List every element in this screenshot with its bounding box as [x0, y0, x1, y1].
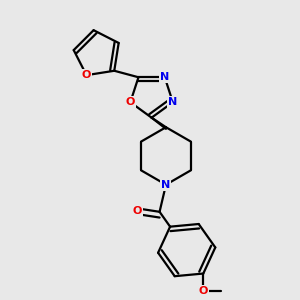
Text: O: O [199, 286, 208, 296]
Text: N: N [168, 97, 178, 107]
Text: N: N [161, 180, 171, 190]
Text: N: N [160, 72, 170, 82]
Text: O: O [133, 206, 142, 217]
Text: O: O [126, 97, 135, 107]
Text: O: O [82, 70, 91, 80]
